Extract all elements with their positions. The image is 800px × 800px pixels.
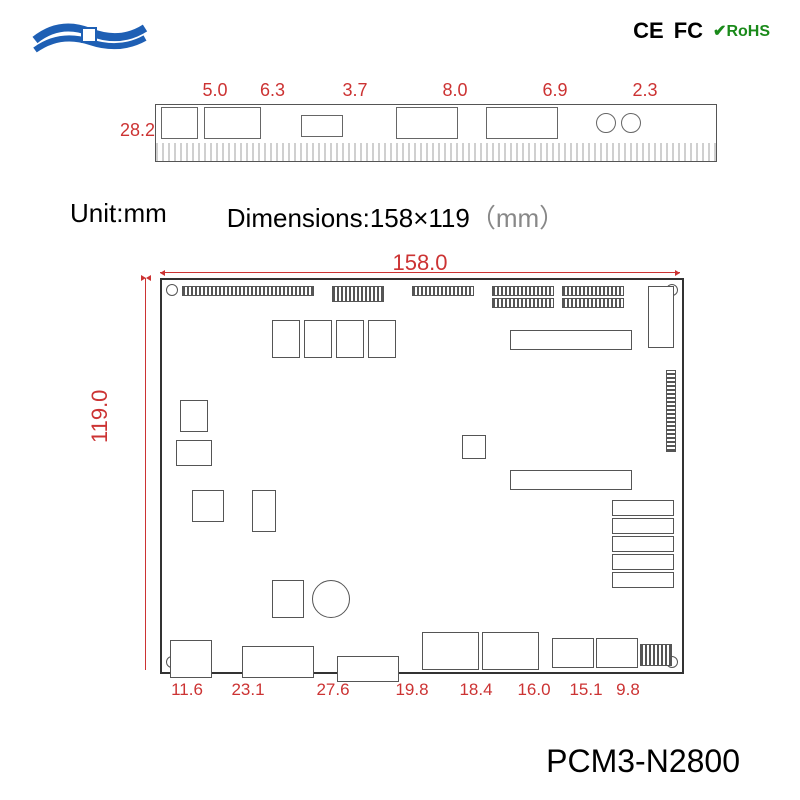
chip [176,440,212,466]
chip [180,400,208,432]
board-width-dim: 158.0 [160,250,680,276]
hdmi-port [301,115,343,137]
pin-header [492,286,554,296]
product-name: PCM3-N2800 [546,743,740,780]
pin-header [562,286,624,296]
audio-jack-1 [596,113,616,133]
pin-header [666,370,676,452]
brand-logo [30,20,150,60]
ic [462,435,486,459]
mini-pcie-slot [510,470,632,490]
side-height-dim: 28.2 [120,120,155,141]
top-view-diagram: 158.0 119.0 [90,250,710,730]
bottom-conn [596,638,638,668]
sodimm-slot [510,330,632,350]
bottom-conn [640,644,672,666]
bottom-conn [552,638,594,668]
com-header [612,518,674,534]
dimensions-label-row: Unit:mm Dimensions:158×119（mm） [70,198,565,235]
audio-jack-2 [621,113,641,133]
pcb-outline [160,278,684,674]
unit-label: Unit:mm [70,198,167,235]
bottom-port-dims: 11.6 23.1 27.6 19.8 18.4 16.0 15.1 9.8 [165,680,645,700]
side-port-dims: 5.0 6.3 3.7 8.0 6.9 2.3 [190,80,685,101]
bottom-conn [170,640,212,678]
chip [252,490,276,532]
pin-header [182,286,314,296]
ram-chip [272,320,300,358]
rohs-badge: ✔RoHS [713,21,770,41]
cmos-battery [312,580,350,618]
vga-port [204,107,261,139]
dc-jack [161,107,198,139]
pin-header [562,298,624,308]
ram-chip [336,320,364,358]
chip [272,580,304,618]
sata-conn [648,286,674,348]
usb-stack [396,107,458,139]
bottom-conn [337,656,399,682]
bottom-conn [242,646,314,678]
side-elevation-diagram: 28.2 5.0 6.3 3.7 8.0 6.9 2.3 [60,80,730,180]
ce-badge: CE [633,18,664,44]
bottom-conn [422,632,479,670]
dimensions-label: Dimensions:158×119（mm） [227,198,565,235]
com-header [612,536,674,552]
pin-header [412,286,474,296]
com-header [612,572,674,588]
pin-header [492,298,554,308]
ram-chip [368,320,396,358]
side-board-outline [155,104,717,162]
com-header [612,554,674,570]
bottom-conn [482,632,539,670]
pin-header [332,286,384,302]
mount-hole [166,284,178,296]
certification-badges: CE FC ✔RoHS [633,18,770,44]
com-header [612,500,674,516]
fcc-badge: FC [674,18,703,44]
board-height-dim: 119.0 [87,390,113,443]
chip [192,490,224,522]
lan-stack [486,107,558,139]
ram-chip [304,320,332,358]
